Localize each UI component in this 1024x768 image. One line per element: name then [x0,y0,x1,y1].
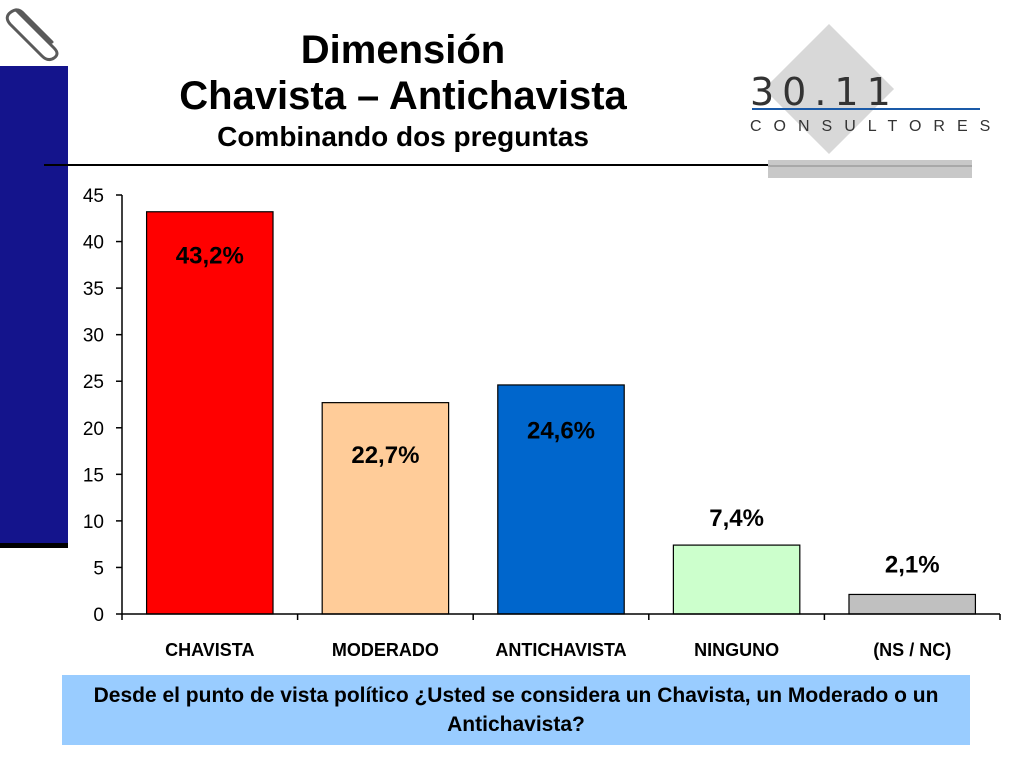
bar-chavista [145,211,274,615]
bar-ns-nc [848,593,977,615]
y-tick-label: 25 [83,372,104,393]
data-label: 24,6% [527,418,595,445]
logo-subtitle: CONSULTORES [750,118,1003,135]
y-tick-label: 15 [83,465,104,486]
data-label: 43,2% [176,243,244,270]
y-tick-label: 5 [93,558,104,579]
x-tick-label: MODERADO [332,640,439,660]
paperclip-icon [5,8,59,62]
y-tick-label: 30 [83,326,104,347]
logo-rule [752,108,980,110]
title-line-2: Chavista – Antichavista [179,74,627,118]
survey-question: Desde el punto de vista político ¿Usted … [62,675,970,745]
x-tick-label: ANTICHAVISTA [495,640,626,660]
data-label: 7,4% [709,505,764,532]
logo-number: 30.11 [750,70,899,114]
y-tick-label: 35 [83,279,104,300]
bar-chart: 0 5 10 15 20 25 30 35 40 45 43,2% 22,7% 24,6% 7,4% 2,… [83,186,1001,660]
data-label: 22,7% [351,442,419,469]
side-accent-bar-shadow [0,543,68,548]
logo-band [768,160,972,178]
x-axis: CHAVISTA MODERADO ANTICHAVISTA NINGUNO (NS /… [121,613,1001,660]
y-tick-label: 45 [83,186,104,207]
title-subtitle: Combinando dos preguntas [217,121,589,152]
y-tick-label: 40 [83,233,104,254]
side-accent-bar [0,66,68,546]
bar-antichavista [497,384,625,615]
y-tick-label: 10 [83,512,104,533]
bar-ninguno [672,544,801,615]
title-divider [44,164,972,166]
y-tick-label: 20 [83,419,104,440]
y-axis: 0 5 10 15 20 25 30 35 40 45 [83,186,123,626]
logo-band-line [768,165,972,167]
paperclip-corner [0,0,68,66]
data-label: 2,1% [885,552,940,579]
x-tick-label: CHAVISTA [165,640,254,660]
y-tick-label: 0 [93,605,104,626]
x-tick-label: (NS / NC) [873,640,951,660]
title-line-1: Dimensión [300,28,506,72]
slide-title: Dimensión Chavista – Antichavista Combin… [120,26,686,154]
bars: 43,2% 22,7% 24,6% 7,4% 2,1% [145,211,977,615]
x-tick-label: NINGUNO [694,640,779,660]
bar-moderado [321,402,450,615]
